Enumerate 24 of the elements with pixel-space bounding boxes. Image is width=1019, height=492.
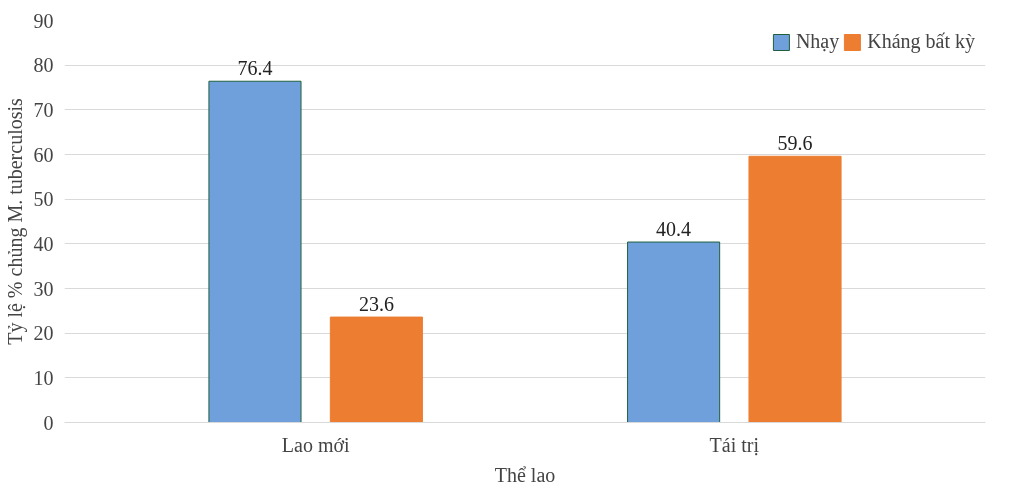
x-tick-label: Tái trị xyxy=(709,433,760,456)
data-label: 76.4 xyxy=(237,57,273,80)
bar xyxy=(627,241,721,423)
y-tick-label: 60 xyxy=(33,143,54,166)
legend-label: Nhạy xyxy=(795,30,840,53)
y-tick-label: 20 xyxy=(33,322,54,345)
y-tick-label: 90 xyxy=(33,9,54,32)
x-axis-title: Thể lao xyxy=(494,463,556,486)
y-axis-title: Tỷ lệ % chủng M. tuberculosis xyxy=(3,97,27,345)
bar xyxy=(748,155,842,423)
y-tick-label: 30 xyxy=(33,277,54,300)
y-tick-label: 10 xyxy=(33,366,54,389)
data-label: 23.6 xyxy=(358,293,394,316)
y-tick-label: 0 xyxy=(43,411,54,434)
x-tick-label: Lao mới xyxy=(281,433,351,456)
legend-label: Kháng bất kỳ xyxy=(867,30,975,53)
y-tick-label: 40 xyxy=(33,232,54,255)
y-tick-label: 70 xyxy=(33,98,54,121)
data-label: 40.4 xyxy=(656,218,692,241)
data-label: 59.6 xyxy=(777,132,813,155)
bar xyxy=(329,316,423,423)
y-tick-label: 50 xyxy=(33,188,54,211)
bar xyxy=(208,80,302,423)
y-tick-label: 80 xyxy=(33,54,54,77)
